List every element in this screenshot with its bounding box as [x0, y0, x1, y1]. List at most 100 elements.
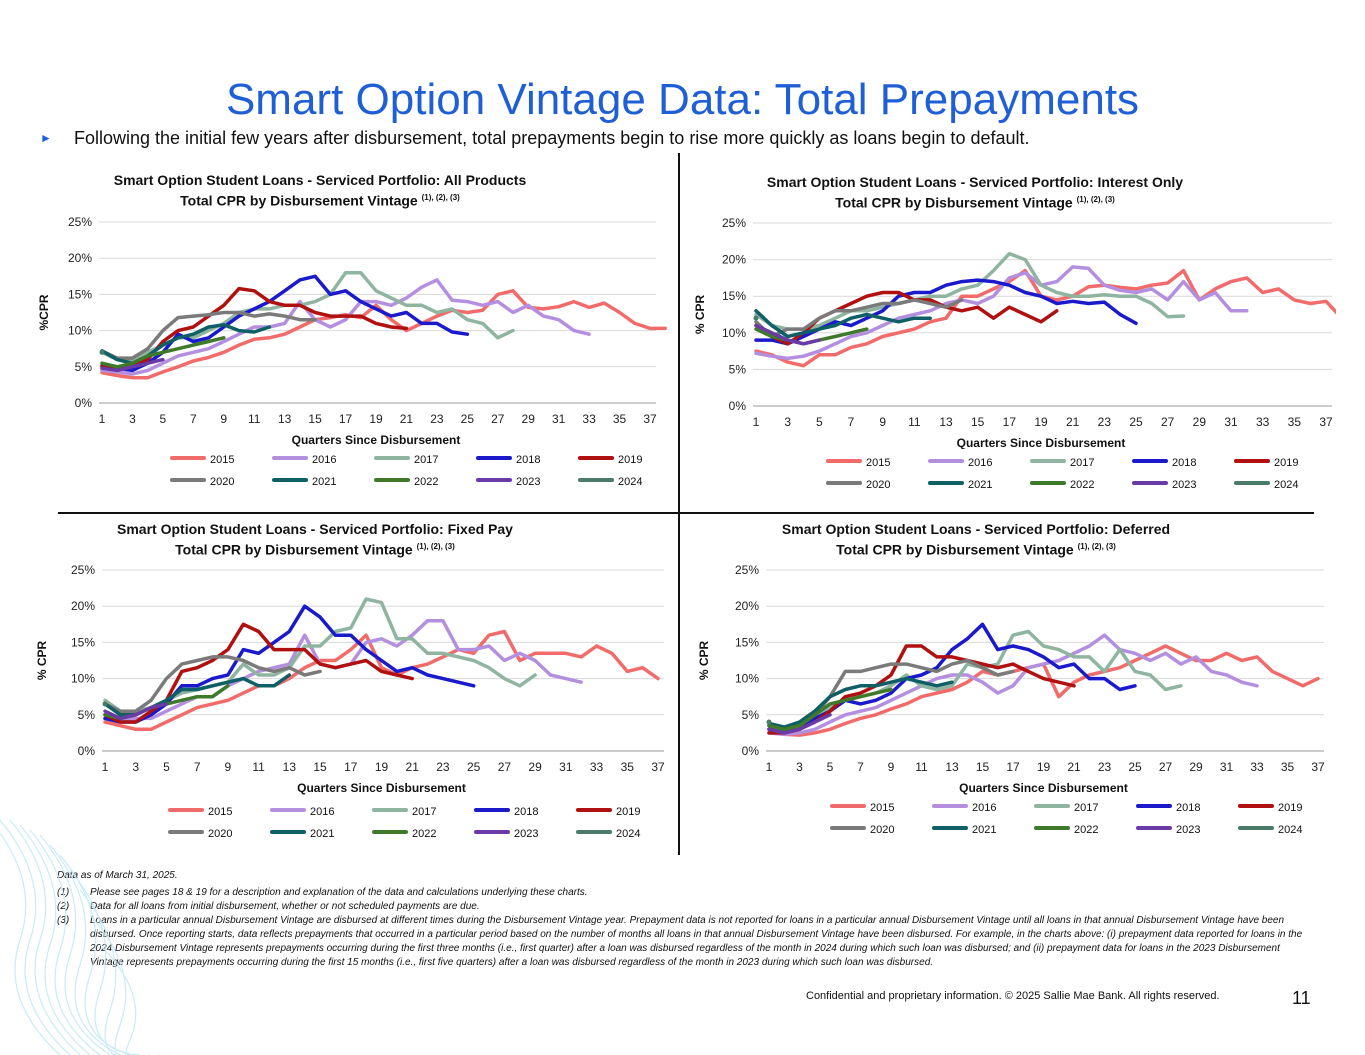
x-tick-label: 37	[643, 412, 657, 426]
legend-label: 2017	[414, 454, 439, 466]
legend-label: 2020	[210, 476, 235, 488]
legend-item-2018: 2018	[1136, 802, 1200, 814]
legend-swatch	[272, 478, 308, 482]
chart-interest-only: Smart Option Student Loans - Serviced Po…	[686, 174, 1336, 509]
legend-swatch	[826, 459, 862, 463]
legend-item-2019: 2019	[1234, 457, 1298, 469]
x-tick-label: 1	[102, 760, 109, 774]
legend-label: 2015	[208, 806, 233, 818]
legend-swatch	[830, 826, 866, 830]
legend-swatch	[374, 456, 410, 460]
x-axis-title: Quarters Since Disbursement	[292, 433, 461, 447]
confidentiality-footer: Confidential and proprietary information…	[806, 990, 1220, 1002]
legend-label: 2016	[968, 457, 993, 469]
legend-swatch	[1034, 804, 1070, 808]
y-tick-label: 25%	[722, 216, 746, 230]
y-tick-label: 10%	[735, 672, 759, 686]
legend-label: 2018	[514, 806, 539, 818]
legend-swatch	[932, 804, 968, 808]
x-tick-label: 11	[248, 412, 261, 426]
chart-title-line2: Total CPR by Disbursement Vintage (1), (…	[180, 192, 460, 209]
series-line-2020	[100, 310, 317, 360]
legend-item-2020: 2020	[830, 824, 894, 836]
legend-item-2022: 2022	[1030, 479, 1094, 491]
series-line-2018	[754, 278, 1138, 346]
legend-swatch	[270, 808, 306, 812]
legend-swatch	[1234, 481, 1270, 485]
decorative-waves	[0, 819, 170, 1055]
legend-item-2015: 2015	[170, 454, 234, 466]
footnote-text: Data for all loans from initial disburse…	[90, 901, 480, 912]
x-tick-label: 33	[1250, 760, 1264, 774]
x-tick-label: 35	[1288, 415, 1302, 429]
x-tick-label: 29	[1193, 415, 1207, 429]
legend-swatch	[170, 456, 206, 460]
legend-swatch	[1034, 826, 1070, 830]
chart-title-line1: Smart Option Student Loans - Serviced Po…	[766, 174, 1184, 190]
legend-item-2021: 2021	[928, 479, 992, 491]
x-tick-label: 15	[976, 760, 990, 774]
legend-label: 2024	[616, 828, 641, 840]
legend-label: 2019	[1278, 802, 1303, 814]
horizontal-divider	[58, 512, 1314, 514]
x-tick-label: 31	[552, 412, 566, 426]
footnote-number: (2)	[57, 901, 70, 912]
chart-title: Smart Option Student Loans - Serviced Po…	[695, 174, 1255, 212]
y-tick-label: 25%	[71, 563, 95, 577]
x-tick-label: 25	[1128, 760, 1142, 774]
y-tick-label: 15%	[68, 287, 92, 301]
footnote: (1) Please see pages 18 & 19 for a descri…	[57, 886, 1307, 900]
x-tick-label: 31	[559, 760, 573, 774]
y-tick-label: 20%	[722, 253, 746, 267]
legend-swatch	[932, 826, 968, 830]
legend-label: 2015	[210, 454, 235, 466]
legend-item-2023: 2023	[1132, 479, 1196, 491]
series-line-2021	[754, 309, 932, 339]
x-tick-label: 11	[915, 760, 928, 774]
x-tick-label: 5	[163, 760, 170, 774]
x-tick-label: 29	[528, 760, 542, 774]
legend-swatch	[1030, 459, 1066, 463]
footnote: (3) Loans in a particular annual Disburse…	[57, 914, 1307, 970]
x-tick-label: 19	[1037, 760, 1051, 774]
x-tick-label: 5	[827, 760, 834, 774]
page-title: Smart Option Vintage Data: Total Prepaym…	[225, 75, 1140, 124]
legend-item-2024: 2024	[1234, 479, 1298, 491]
series-point-2024	[102, 701, 108, 707]
chart-plot: 0%5%10%15%20%25%1 3 5 7 9 11 13 15 17 19 21 23 25 27 2…	[37, 215, 667, 447]
y-tick-label: 10%	[722, 326, 746, 340]
series-line-2021	[767, 676, 954, 729]
legend-swatch	[1238, 804, 1274, 808]
legend-label: 2021	[972, 824, 997, 836]
legend-swatch	[576, 830, 612, 834]
legend-item-2023: 2023	[1136, 824, 1200, 836]
legend-label: 2018	[516, 454, 541, 466]
series-point-2024	[753, 315, 759, 321]
legend-item-2016: 2016	[932, 802, 996, 814]
x-tick-label: 25	[1129, 415, 1143, 429]
x-tick-label: 11	[908, 415, 921, 429]
legend-swatch	[578, 456, 614, 460]
legend-item-2018: 2018	[1132, 457, 1196, 469]
chart-title: Smart Option Student Loans - Serviced Po…	[40, 172, 600, 210]
triangle-right-icon: ►	[40, 131, 52, 145]
legend-item-2023: 2023	[476, 476, 540, 488]
footnote-text: Loans in a particular annual Disbursemen…	[90, 915, 1303, 968]
y-axis-title: % CPR	[693, 294, 707, 334]
legend-item-2021: 2021	[932, 824, 996, 836]
legend-label: 2023	[1172, 479, 1197, 491]
legend-swatch	[270, 830, 306, 834]
x-tick-label: 1	[753, 415, 760, 429]
x-tick-label: 11	[252, 760, 265, 774]
legend-item-2021: 2021	[270, 828, 334, 840]
legend-label: 2019	[618, 454, 643, 466]
legend-item-2020: 2020	[168, 828, 232, 840]
legend-label: 2024	[1278, 824, 1303, 836]
series-line-2016	[767, 633, 1259, 737]
legend-label: 2018	[1176, 802, 1201, 814]
legend-item-2017: 2017	[1030, 457, 1094, 469]
legend-label: 2023	[514, 828, 539, 840]
vertical-divider	[678, 153, 680, 855]
x-tick-label: 17	[1003, 415, 1017, 429]
chart-title-line2: Total CPR by Disbursement Vintage (1), (…	[835, 194, 1115, 211]
